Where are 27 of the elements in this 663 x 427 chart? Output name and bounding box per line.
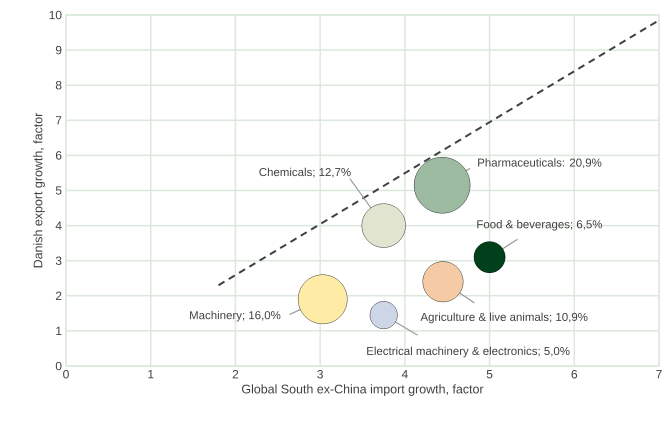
text: Agriculture & live animals; 10,9% (420, 312, 588, 324)
y-tick-label: 2 (56, 292, 62, 300)
x-tick-label: 5 (486, 370, 492, 378)
y-tick-label: 6 (56, 151, 62, 160)
y-tick-label: 1 (56, 326, 62, 336)
x-tick-label: 6 (572, 370, 578, 378)
y-tick-label: 9 (56, 46, 62, 54)
series-label: Food & beverages; 6,5% (477, 220, 602, 231)
y-tick-label: 3 (56, 256, 62, 265)
x-tick-label: 7 (656, 370, 662, 378)
x-axis-title: Global South ex-China import growth, factor (242, 384, 484, 396)
x-tick-label: 1 (148, 370, 154, 378)
x-tick-label: 0 (63, 370, 69, 378)
y-axis-title: Danish export growth, factor (33, 112, 45, 268)
series-label: Machinery; 16,0% (190, 310, 280, 322)
text: Electrical machinery & electronics; 5,0% (367, 346, 570, 358)
y-tick-label: 10 (50, 10, 62, 20)
y-tick-label: 7 (56, 116, 62, 124)
x-tick-label: 3 (317, 370, 323, 378)
y-tick-label: 8 (56, 80, 62, 90)
y-tick-label: 4 (56, 221, 62, 230)
x-tick-label: 2 (232, 370, 238, 378)
x-tick-label: 4 (402, 370, 408, 378)
series-label: Pharmaceuticals: 20,9% (478, 158, 602, 168)
y-tick-label: 5 (56, 186, 62, 195)
y-tick-label: 0 (56, 362, 62, 370)
text: Chemicals; 12,7% (259, 168, 351, 178)
